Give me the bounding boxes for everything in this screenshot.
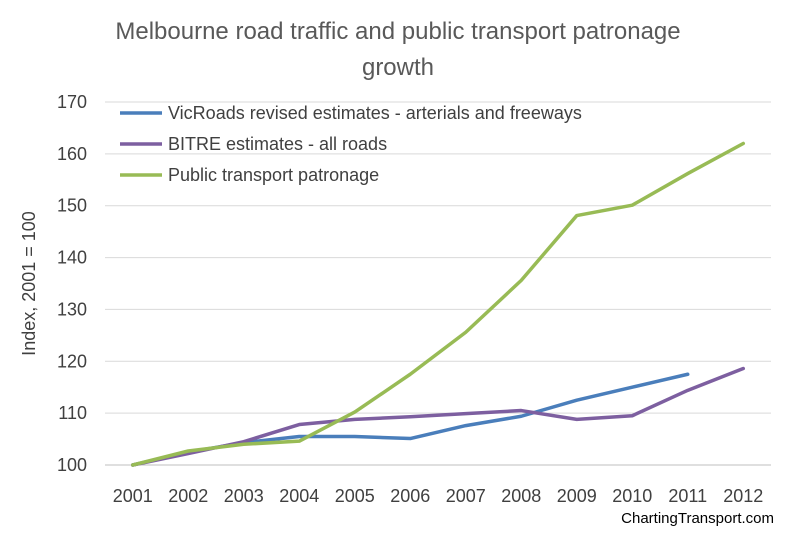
legend-label: BITRE estimates - all roads <box>168 134 387 154</box>
y-axis-label: Index, 2001 = 100 <box>19 211 39 356</box>
legend-label: VicRoads revised estimates - arterials a… <box>168 103 582 123</box>
y-tick-label: 110 <box>58 403 87 423</box>
y-tick-label: 120 <box>57 351 87 371</box>
series-line-1 <box>131 372 690 467</box>
x-tick-label: 2011 <box>668 486 707 506</box>
x-tick-label: 2008 <box>501 486 541 506</box>
x-tick-label: 2007 <box>446 486 486 506</box>
y-tick-label: 170 <box>57 92 87 112</box>
source-credit: ChartingTransport.com <box>621 510 774 527</box>
x-tick-label: 2004 <box>279 486 319 506</box>
y-tick-label: 160 <box>57 144 87 164</box>
y-tick-label: 150 <box>57 196 87 216</box>
series-line-3 <box>131 141 745 467</box>
y-tick-label: 140 <box>57 248 87 268</box>
x-tick-label: 2009 <box>557 486 597 506</box>
y-tick-label: 130 <box>57 299 87 319</box>
x-tick-label: 2006 <box>390 486 430 506</box>
x-tick-label: 2001 <box>113 486 153 506</box>
x-tick-label: 2002 <box>168 486 208 506</box>
y-tick-label: 100 <box>57 455 87 475</box>
x-tick-label: 2010 <box>612 486 652 506</box>
x-tick-label: 2005 <box>335 486 375 506</box>
x-tick-label: 2012 <box>723 486 763 506</box>
x-tick-label: 2003 <box>224 486 264 506</box>
chart-title-line-2: growth <box>361 54 435 81</box>
chart-title-line-1: Melbourne road traffic and public transp… <box>115 18 681 45</box>
legend-label: Public transport patronage <box>168 165 379 185</box>
